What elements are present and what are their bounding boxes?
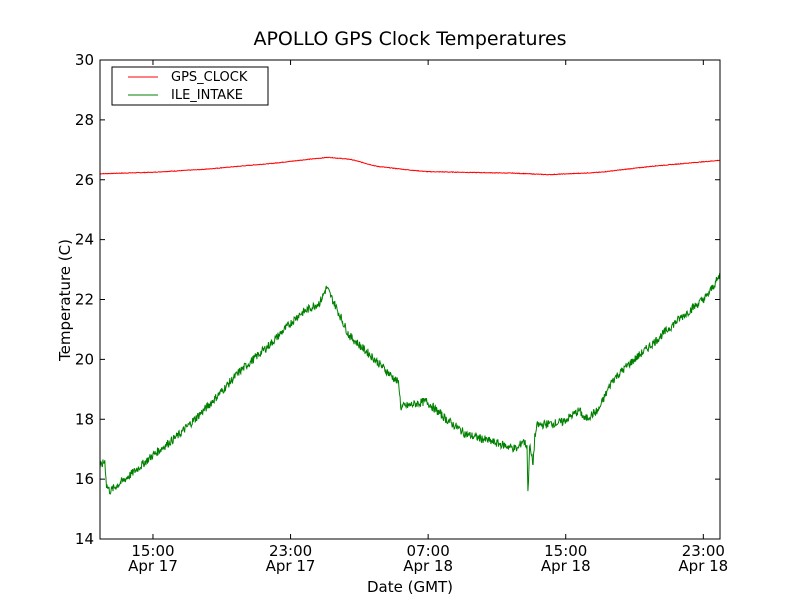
y-tick-label: 22: [75, 291, 94, 309]
y-tick-label: 30: [75, 51, 94, 69]
y-tick-label: 14: [75, 530, 94, 548]
y-axis-label: Temperature (C): [56, 239, 74, 362]
x-axis-label: Date (GMT): [367, 578, 453, 596]
y-tick-label: 26: [75, 171, 94, 189]
y-tick-label: 16: [75, 470, 94, 488]
x-tick-date-label: Apr 17: [128, 557, 178, 575]
plot-lines: [99, 156, 721, 495]
legend-box: [111, 66, 269, 106]
legend-label-gps-clock: GPS_CLOCK: [171, 70, 248, 85]
x-tick-date-label: Apr 17: [266, 557, 316, 575]
x-tick-time-label: 15:00: [544, 542, 587, 560]
y-tick-label: 18: [75, 410, 94, 428]
y-tick-label: 28: [75, 111, 94, 129]
x-tick-date-label: Apr 18: [678, 557, 728, 575]
x-tick-time-label: 15:00: [131, 542, 174, 560]
y-tick-label: 20: [75, 350, 94, 368]
y-axis: 14 16 18 20 22 24 26 28 30: [75, 51, 720, 548]
series-line-gps-clock: [99, 156, 721, 176]
legend-label-ile-intake: ILE_INTAKE: [171, 88, 243, 103]
x-tick-date-label: Apr 18: [403, 557, 453, 575]
y-tick-label: 24: [75, 231, 94, 249]
x-tick-time-label: 23:00: [269, 542, 312, 560]
chart-title: APOLLO GPS Clock Temperatures: [253, 28, 566, 50]
series-line-ile-intake: [99, 272, 721, 495]
x-tick-time-label: 23:00: [682, 542, 725, 560]
legend: GPS_CLOCK ILE_INTAKE: [111, 66, 269, 106]
x-tick-date-label: Apr 18: [541, 557, 591, 575]
x-tick-time-label: 07:00: [407, 542, 450, 560]
